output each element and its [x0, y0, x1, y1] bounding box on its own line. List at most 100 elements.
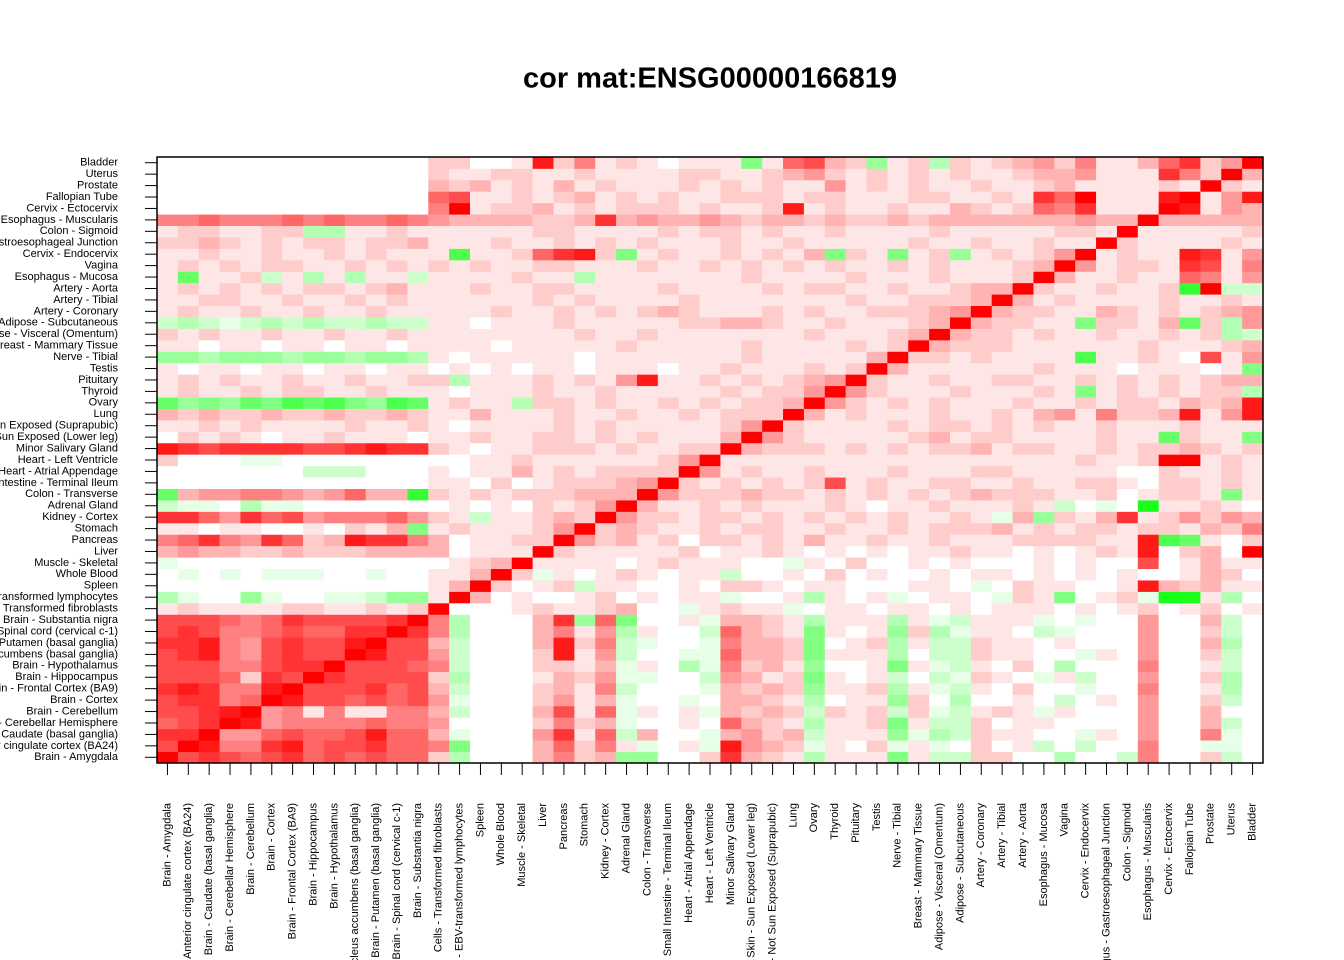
heatmap-cell: [470, 465, 492, 478]
heatmap-cell: [386, 717, 408, 730]
heatmap-cell: [887, 408, 909, 421]
heatmap-cell: [303, 431, 325, 444]
heatmap-cell: [845, 454, 867, 467]
y-tick-label: Brain - Hippocampus: [15, 671, 118, 683]
heatmap-cell: [553, 728, 575, 741]
heatmap-cell: [1200, 454, 1222, 467]
heatmap-cell: [720, 259, 742, 272]
heatmap-cell: [282, 682, 304, 695]
heatmap-cell: [574, 625, 596, 638]
heatmap-cell: [929, 202, 951, 215]
heatmap-cell: [929, 660, 951, 672]
heatmap-cell: [428, 351, 450, 364]
heatmap-cell: [1054, 248, 1076, 261]
heatmap-cell: [595, 694, 617, 707]
heatmap-cell: [219, 408, 241, 421]
heatmap-cell: [1242, 351, 1264, 364]
heatmap-cell: [282, 614, 304, 627]
heatmap-cell: [177, 705, 200, 718]
heatmap-cell: [532, 237, 554, 249]
heatmap-cell: [553, 465, 575, 478]
heatmap-cell: [261, 374, 283, 387]
heatmap-cell: [1221, 454, 1243, 467]
heatmap-cell: [720, 511, 742, 524]
heatmap-cell: [1096, 419, 1118, 432]
heatmap-cell: [1054, 339, 1076, 352]
heatmap-cell: [449, 671, 471, 684]
heatmap-cell: [428, 477, 450, 489]
heatmap-cell: [157, 351, 179, 364]
heatmap-cell: [699, 374, 721, 387]
heatmap-cell: [636, 637, 659, 650]
heatmap-cell: [511, 168, 534, 181]
heatmap-cell: [553, 717, 575, 730]
heatmap-cell: [1033, 328, 1055, 341]
heatmap-cell: [762, 237, 784, 249]
heatmap-cell: [553, 317, 575, 329]
heatmap-cell: [824, 168, 847, 181]
heatmap-cell: [866, 740, 888, 752]
heatmap-cell: [1158, 397, 1180, 409]
heatmap-cell: [344, 271, 367, 284]
heatmap-cell: [219, 465, 241, 478]
heatmap-cell: [553, 660, 575, 672]
heatmap-cell: [908, 237, 930, 249]
heatmap-cell: [511, 442, 534, 455]
heatmap-cell: [657, 625, 680, 638]
heatmap-cell: [1200, 591, 1222, 604]
heatmap-cell: [887, 237, 909, 249]
heatmap-cell: [1116, 431, 1139, 444]
heatmap-cell: [1179, 511, 1201, 524]
heatmap-cell: [1179, 557, 1201, 570]
heatmap-cell: [595, 442, 617, 455]
heatmap-cell: [282, 477, 304, 489]
heatmap-cell: [1242, 168, 1264, 181]
heatmap-cell: [449, 602, 471, 615]
heatmap-cell: [470, 602, 492, 615]
heatmap-cell: [1012, 602, 1034, 615]
heatmap-cell: [970, 660, 993, 672]
heatmap-cell: [219, 740, 241, 752]
heatmap-cell: [929, 225, 951, 238]
heatmap-cell: [1033, 225, 1055, 238]
heatmap-cell: [219, 454, 241, 467]
heatmap-cell: [407, 705, 429, 718]
heatmap-cell: [741, 317, 763, 329]
heatmap-cell: [1116, 694, 1139, 707]
heatmap-cell: [1054, 397, 1076, 409]
heatmap-cell: [699, 282, 721, 295]
heatmap-cell: [741, 442, 763, 455]
heatmap-cell: [303, 442, 325, 455]
heatmap-cell: [365, 465, 387, 478]
heatmap-cell: [1075, 351, 1097, 364]
heatmap-cell: [407, 625, 429, 638]
heatmap-cell: [157, 568, 179, 581]
heatmap-cell: [699, 225, 721, 238]
heatmap-cell: [1200, 488, 1222, 501]
y-tick-label: Brain - Spinal cord (cervical c-1): [0, 625, 118, 637]
heatmap-cell: [762, 442, 784, 455]
heatmap-cell: [908, 488, 930, 501]
heatmap-cell: [1200, 351, 1222, 364]
heatmap-cell: [219, 419, 241, 432]
heatmap-cell: [490, 717, 513, 730]
heatmap-cell: [407, 431, 429, 444]
heatmap-cell: [1054, 614, 1076, 627]
heatmap-cell: [157, 625, 179, 638]
heatmap-cell: [929, 454, 951, 467]
heatmap-cell: [177, 488, 200, 501]
heatmap-cell: [386, 442, 408, 455]
heatmap-cell: [845, 248, 867, 261]
heatmap-cell: [428, 488, 450, 501]
heatmap-cell: [783, 305, 805, 318]
heatmap-cell: [428, 259, 450, 272]
heatmap-cell: [616, 419, 638, 432]
heatmap-cell: [282, 168, 304, 181]
heatmap-cell: [470, 202, 492, 215]
heatmap-cell: [803, 465, 826, 478]
heatmap-cell: [198, 202, 221, 215]
heatmap-cell: [887, 317, 909, 329]
x-tick-label: Pancreas: [558, 803, 570, 850]
heatmap-cell: [824, 214, 847, 227]
heatmap-cell: [1116, 305, 1139, 318]
